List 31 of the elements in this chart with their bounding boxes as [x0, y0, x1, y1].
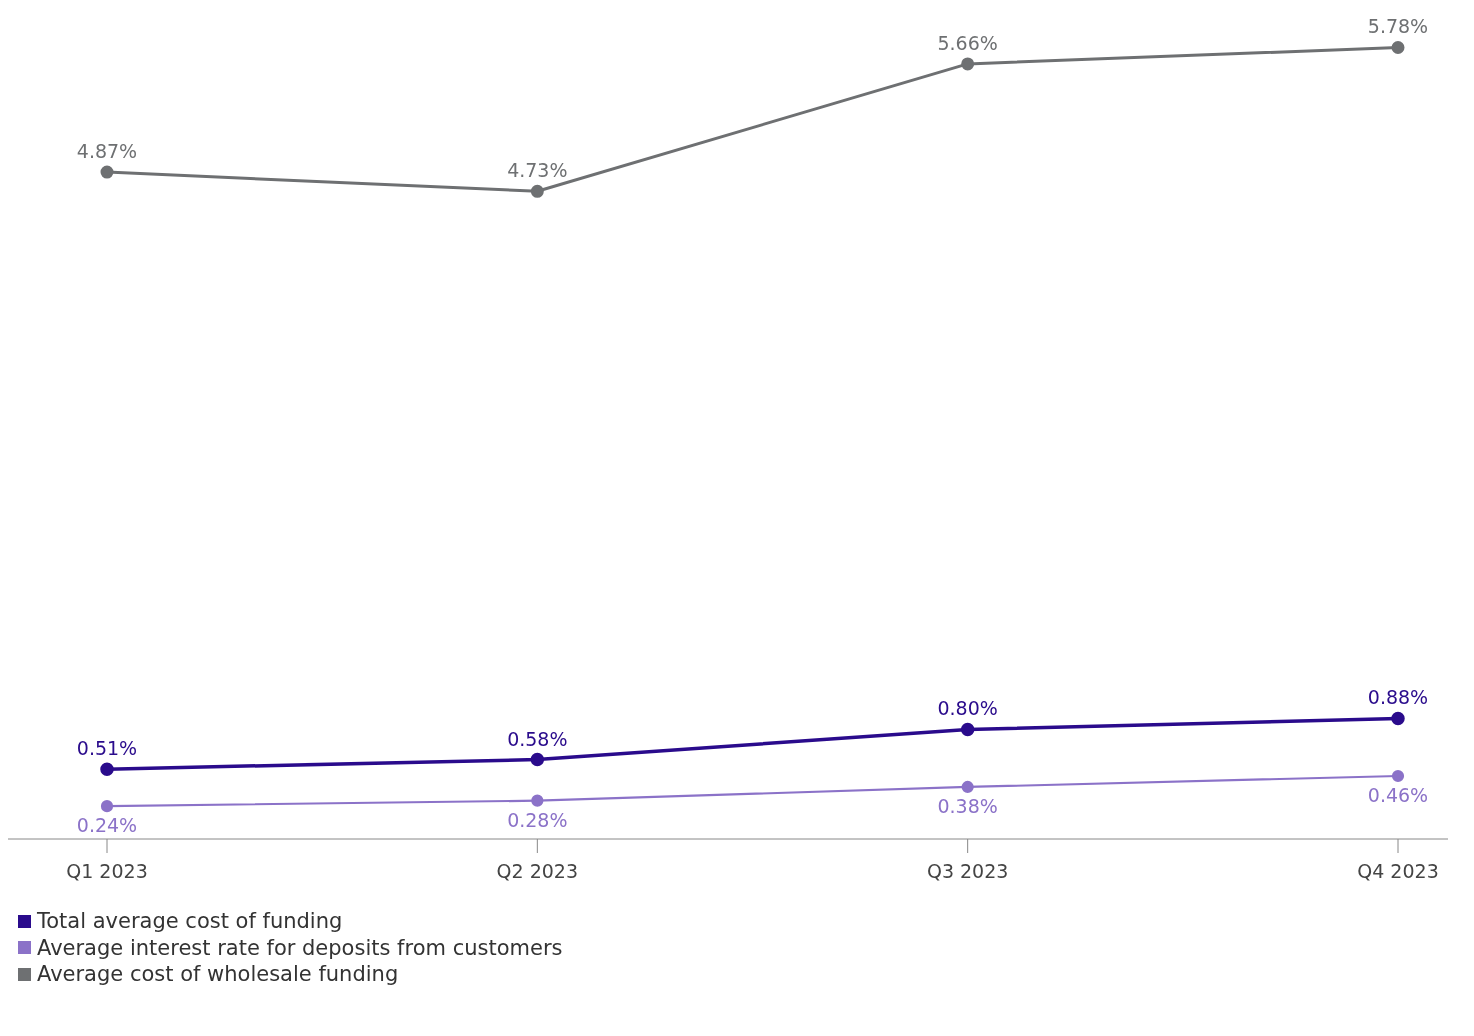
x-tick-label: Q1 2023 — [66, 860, 148, 883]
point — [960, 722, 975, 737]
data-label: 0.28% — [507, 808, 568, 831]
point — [961, 780, 974, 794]
legend-label: Total average cost of funding — [37, 908, 343, 935]
data-label: 0.51% — [76, 737, 138, 760]
data-label: 0.80% — [937, 697, 998, 720]
x-tick-label: Q4 2023 — [1357, 860, 1439, 883]
point — [1391, 41, 1405, 54]
legend-label: Average interest rate for deposits from customers — [37, 934, 563, 961]
x-tick-label: Q2 2023 — [496, 860, 579, 883]
data-label: 0.88% — [1367, 686, 1429, 709]
data-label: 0.24% — [76, 814, 138, 837]
data-label: 4.73% — [507, 159, 568, 182]
x-tick-label: Q3 2023 — [926, 860, 1009, 883]
point — [531, 794, 544, 807]
data-label: 0.58% — [507, 727, 568, 750]
data-label: 0.46% — [1367, 784, 1429, 807]
point — [100, 800, 114, 813]
legend-label: Average cost of wholesale funding — [37, 961, 399, 988]
data-label: 0.38% — [937, 794, 998, 817]
point — [961, 57, 975, 71]
point — [530, 752, 545, 767]
point — [100, 762, 114, 776]
point — [1391, 769, 1405, 783]
data-label: 5.66% — [937, 31, 998, 54]
point — [100, 165, 114, 179]
data-label: 5.78% — [1367, 15, 1429, 38]
point — [1391, 711, 1405, 726]
point — [530, 184, 544, 198]
data-label: 4.87% — [76, 140, 138, 163]
